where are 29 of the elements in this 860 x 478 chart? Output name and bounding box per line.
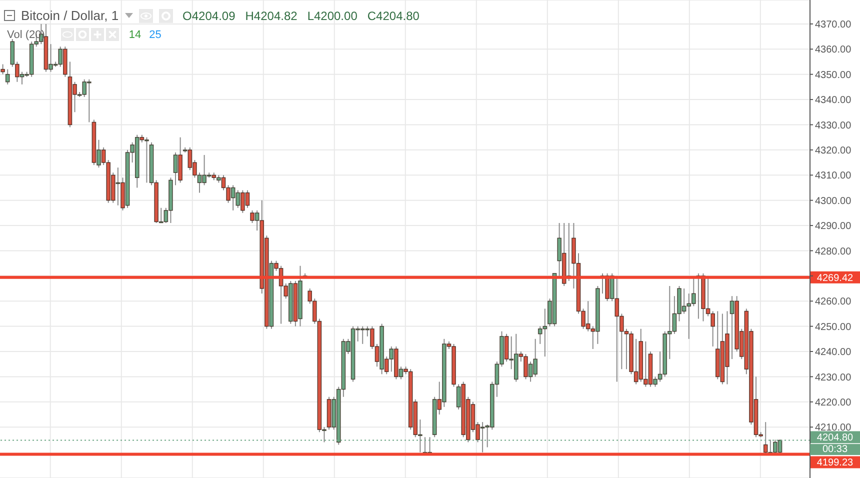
y-tick-label: 4260.00 bbox=[815, 296, 852, 308]
ref-line-label: 4204.80 bbox=[816, 432, 854, 444]
annotation: 14 bbox=[128, 28, 142, 40]
ref-line-label: 4269.42 bbox=[816, 272, 854, 284]
y-tick-label: 4370.00 bbox=[815, 19, 852, 30]
candlestick bbox=[0, 64, 5, 75]
y-tick-label: 4230.00 bbox=[815, 372, 852, 384]
y-tick-label: 4280.00 bbox=[815, 246, 852, 258]
ref-line-label: 4199.23 bbox=[816, 458, 854, 469]
y-tick-label: 4340.00 bbox=[815, 95, 852, 106]
candlestick bbox=[5, 68, 10, 85]
annotation: H4204.82 bbox=[245, 8, 298, 22]
annotation: 25 bbox=[149, 28, 162, 40]
y-tick-label: 4250.00 bbox=[815, 322, 852, 333]
y-tick-label: 4320.00 bbox=[815, 145, 852, 156]
y-tick-label: 4350.00 bbox=[815, 70, 852, 81]
y-tick-label: 4240.00 bbox=[815, 347, 852, 358]
y-tick-label: 4330.00 bbox=[815, 120, 852, 132]
y-tick-label: 4220.00 bbox=[815, 397, 852, 408]
y-tick-label: 4310.00 bbox=[815, 170, 852, 182]
y-tick-label: 4290.00 bbox=[815, 221, 852, 232]
text: 00:33 bbox=[810, 444, 860, 455]
y-tick-label: 4360.00 bbox=[815, 44, 852, 56]
y-tick-label: 4300.00 bbox=[815, 196, 852, 207]
y-tick-label: 4210.00 bbox=[815, 422, 852, 434]
annotation: O4204.09 bbox=[182, 8, 236, 22]
annotation: L4200.00 bbox=[307, 8, 358, 22]
text: Bitcoin / Dollar, 1 bbox=[21, 8, 119, 23]
annotation: C4204.80 bbox=[367, 8, 420, 22]
